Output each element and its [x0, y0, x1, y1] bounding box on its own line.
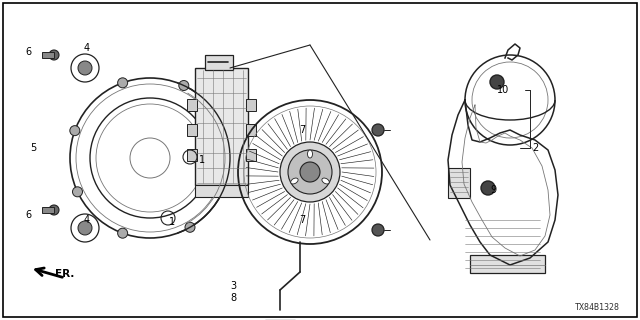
Circle shape [179, 81, 189, 91]
Circle shape [72, 187, 83, 197]
Circle shape [490, 75, 504, 89]
Text: 7: 7 [299, 215, 305, 225]
Circle shape [280, 142, 340, 202]
Circle shape [372, 224, 384, 236]
FancyBboxPatch shape [187, 149, 197, 161]
Text: 8: 8 [230, 293, 236, 303]
Text: 9: 9 [490, 185, 496, 195]
Circle shape [118, 228, 127, 238]
FancyBboxPatch shape [470, 255, 545, 273]
FancyBboxPatch shape [246, 124, 256, 136]
FancyBboxPatch shape [195, 68, 248, 185]
FancyBboxPatch shape [42, 52, 54, 58]
Circle shape [220, 126, 230, 136]
FancyBboxPatch shape [246, 99, 256, 111]
Text: 2: 2 [532, 143, 538, 153]
Text: 6: 6 [25, 47, 31, 57]
FancyBboxPatch shape [246, 149, 256, 161]
Ellipse shape [307, 150, 312, 158]
Text: 5: 5 [30, 143, 36, 153]
Text: 3: 3 [230, 281, 236, 291]
Text: TX84B1328: TX84B1328 [575, 303, 620, 312]
Circle shape [49, 50, 59, 60]
FancyBboxPatch shape [205, 55, 233, 70]
Text: 4: 4 [84, 215, 90, 225]
Text: 1: 1 [169, 217, 175, 227]
FancyBboxPatch shape [42, 207, 54, 213]
FancyBboxPatch shape [187, 124, 197, 136]
Circle shape [78, 221, 92, 235]
Circle shape [78, 61, 92, 75]
Ellipse shape [291, 178, 298, 184]
Circle shape [300, 162, 320, 182]
Text: 4: 4 [84, 43, 90, 53]
Circle shape [481, 181, 495, 195]
Text: 6: 6 [25, 210, 31, 220]
Text: FR.: FR. [55, 269, 74, 279]
FancyBboxPatch shape [187, 99, 197, 111]
Circle shape [220, 180, 230, 190]
Circle shape [185, 222, 195, 232]
Circle shape [49, 205, 59, 215]
Text: 10: 10 [497, 85, 509, 95]
Text: 1: 1 [199, 155, 205, 165]
Text: 7: 7 [299, 125, 305, 135]
FancyBboxPatch shape [448, 168, 470, 198]
Circle shape [70, 126, 80, 136]
Circle shape [288, 150, 332, 194]
FancyBboxPatch shape [195, 185, 248, 197]
Circle shape [118, 78, 127, 88]
Ellipse shape [322, 178, 329, 184]
Circle shape [372, 124, 384, 136]
